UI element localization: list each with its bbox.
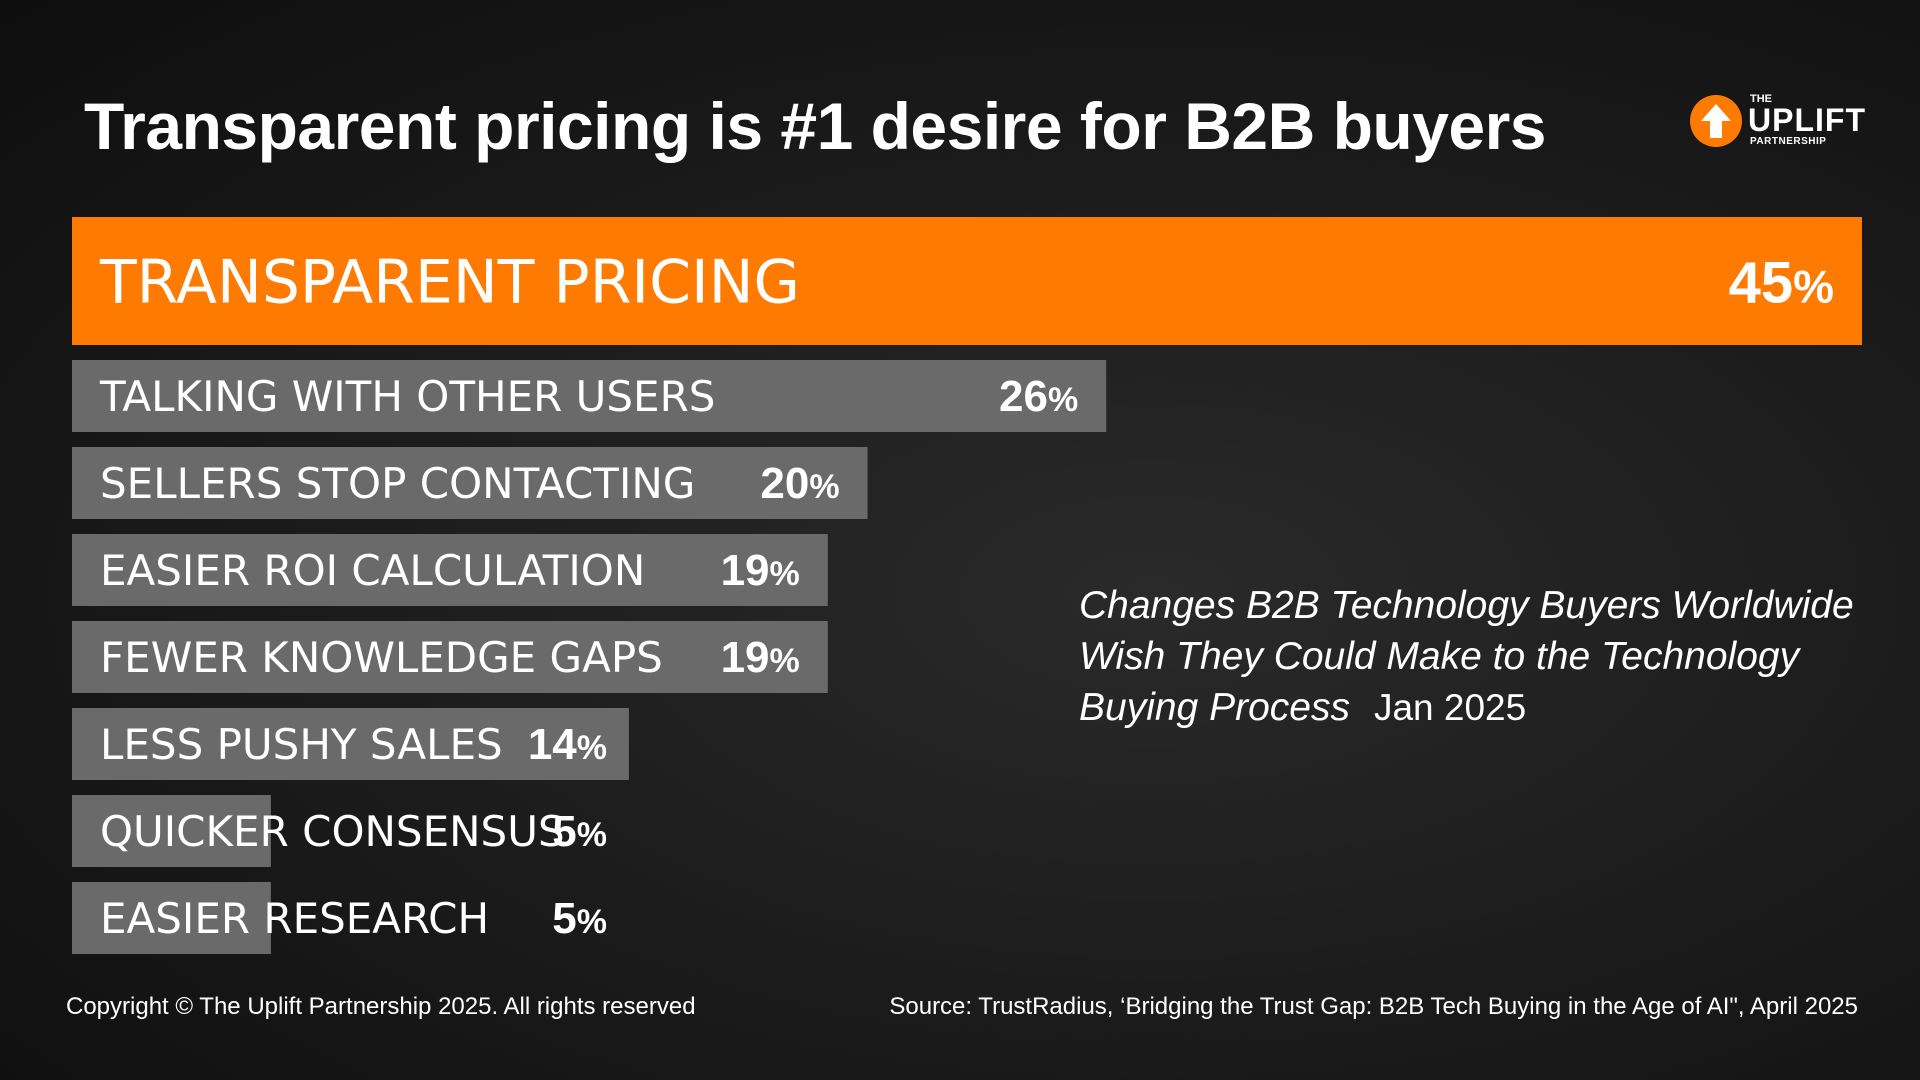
bar-value-3: 19%	[721, 546, 800, 595]
bar-value-6: 5%	[552, 807, 607, 856]
bar-label-1: TALKING WITH OTHER USERS	[99, 372, 715, 421]
bar-label-3: EASIER ROI CALCULATION	[100, 546, 645, 595]
bar-2	[72, 447, 868, 519]
bar-0	[72, 217, 1862, 345]
bar-label-5: LESS PUSHY SALES	[100, 720, 503, 769]
brand-logo: THE UPLIFT PARTNERSHIP	[1690, 92, 1870, 154]
note-text: Changes B2B Technology Buyers Worldwide …	[1079, 584, 1854, 729]
bar-label-7: EASIER RESEARCH	[100, 894, 489, 943]
logo-the: THE	[1750, 93, 1772, 105]
bar-value-0: 45%	[1729, 251, 1834, 316]
bar-chart: TRANSPARENT PRICING 45% TALKING WITH OTHER…	[72, 217, 1862, 954]
bar-label-6: QUICKER CONSENSUS	[100, 807, 565, 856]
bar-value-5: 14%	[528, 720, 607, 769]
bar-5	[72, 708, 629, 780]
bar-7	[72, 882, 271, 954]
copyright-text: Copyright © The Uplift Partnership 2025.…	[66, 993, 696, 1020]
bar-label-2: SELLERS STOP CONTACTING	[100, 459, 695, 508]
logo-sub: PARTNERSHIP	[1750, 136, 1827, 147]
logo-name: UPLIFT	[1748, 102, 1866, 138]
bar-value-1: 26%	[999, 372, 1078, 421]
note-date: Jan 2025	[1373, 687, 1527, 728]
bar-label-0: TRANSPARENT PRICING	[99, 248, 800, 318]
bar-4	[72, 621, 828, 693]
page-title: Transparent pricing is #1 desire for B2B…	[84, 89, 1547, 163]
bar-3	[72, 534, 828, 606]
bar-value-7: 5%	[552, 894, 607, 943]
bar-value-2: 20%	[760, 459, 839, 508]
source-text: Source: TrustRadius, ‘Bridging the Trust…	[889, 993, 1858, 1020]
chart-note: Changes B2B Technology Buyers Worldwide …	[1079, 580, 1879, 733]
bar-1	[72, 360, 1107, 432]
bar-value-4: 19%	[721, 633, 800, 682]
up-arrow-icon	[1690, 95, 1742, 147]
bar-6	[72, 795, 271, 867]
bar-label-4: FEWER KNOWLEDGE GAPS	[100, 633, 663, 682]
